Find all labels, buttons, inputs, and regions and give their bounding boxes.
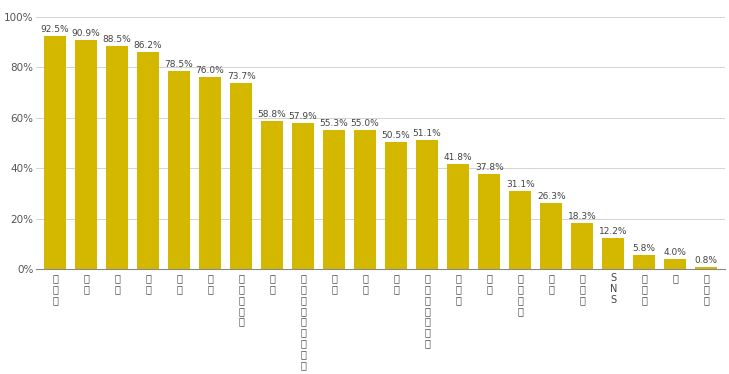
Bar xyxy=(478,174,500,269)
Bar xyxy=(416,140,438,269)
Bar xyxy=(602,239,624,269)
Bar xyxy=(510,191,531,269)
Text: 37.8%: 37.8% xyxy=(475,163,504,172)
Text: 55.0%: 55.0% xyxy=(351,119,380,128)
Text: 88.5%: 88.5% xyxy=(103,35,131,44)
Bar xyxy=(106,46,128,269)
Bar xyxy=(168,71,190,269)
Bar xyxy=(261,121,283,269)
Bar xyxy=(44,36,66,269)
Text: 51.1%: 51.1% xyxy=(413,129,442,138)
Text: 90.9%: 90.9% xyxy=(71,29,101,38)
Text: 0.8%: 0.8% xyxy=(695,256,718,265)
Bar xyxy=(354,131,376,269)
Bar xyxy=(664,259,686,269)
Bar xyxy=(540,203,562,269)
Text: 76.0%: 76.0% xyxy=(195,66,225,76)
Bar xyxy=(448,164,469,269)
Text: 92.5%: 92.5% xyxy=(41,25,69,34)
Bar xyxy=(634,255,655,269)
Text: 78.5%: 78.5% xyxy=(165,60,193,69)
Bar xyxy=(386,142,407,269)
Text: 57.9%: 57.9% xyxy=(289,112,318,121)
Bar xyxy=(695,267,717,269)
Text: 18.3%: 18.3% xyxy=(568,212,596,221)
Text: 26.3%: 26.3% xyxy=(537,192,566,201)
Bar xyxy=(572,223,593,269)
Bar xyxy=(137,52,159,269)
Bar xyxy=(323,130,345,269)
Text: 12.2%: 12.2% xyxy=(599,227,628,236)
Text: 4.0%: 4.0% xyxy=(664,248,687,257)
Bar xyxy=(75,40,97,269)
Text: 86.2%: 86.2% xyxy=(133,41,163,50)
Bar xyxy=(230,83,252,269)
Bar xyxy=(199,77,221,269)
Text: 58.8%: 58.8% xyxy=(258,110,286,119)
Bar xyxy=(292,123,314,269)
Text: 5.8%: 5.8% xyxy=(633,243,655,252)
Text: 55.3%: 55.3% xyxy=(320,119,348,128)
Text: 31.1%: 31.1% xyxy=(506,180,534,189)
Text: 50.5%: 50.5% xyxy=(382,131,410,140)
Text: 73.7%: 73.7% xyxy=(227,72,255,81)
Text: 41.8%: 41.8% xyxy=(444,153,472,162)
